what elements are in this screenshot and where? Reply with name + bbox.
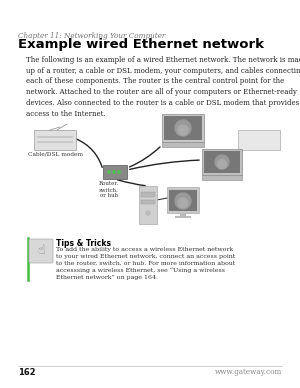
Bar xyxy=(34,130,76,150)
Text: Example wired Ethernet network: Example wired Ethernet network xyxy=(18,38,264,51)
Text: Tips & Tricks: Tips & Tricks xyxy=(56,239,111,248)
Bar xyxy=(141,192,155,197)
Bar xyxy=(164,116,202,140)
Bar xyxy=(180,213,186,217)
Circle shape xyxy=(178,125,188,135)
Circle shape xyxy=(113,171,115,173)
Bar xyxy=(141,200,155,204)
Bar xyxy=(167,187,199,213)
Circle shape xyxy=(118,171,120,173)
Bar xyxy=(103,165,127,179)
Bar xyxy=(139,186,157,224)
Circle shape xyxy=(175,120,191,136)
Text: ☝: ☝ xyxy=(37,244,45,258)
FancyBboxPatch shape xyxy=(29,239,53,263)
Text: www.gateway.com: www.gateway.com xyxy=(215,368,282,376)
Bar xyxy=(202,149,242,175)
Circle shape xyxy=(178,198,188,208)
Bar xyxy=(162,114,204,142)
Bar xyxy=(162,142,204,147)
Bar xyxy=(204,151,240,173)
Text: Chapter 11: Networking Your Computer: Chapter 11: Networking Your Computer xyxy=(18,32,165,40)
Circle shape xyxy=(215,155,229,169)
Bar xyxy=(175,216,191,218)
Bar xyxy=(37,141,73,143)
Circle shape xyxy=(175,193,191,209)
Bar xyxy=(37,136,73,138)
Bar xyxy=(169,190,197,211)
Circle shape xyxy=(108,171,110,173)
Text: The following is an example of a wired Ethernet network. The network is made
up : The following is an example of a wired E… xyxy=(26,56,300,118)
FancyBboxPatch shape xyxy=(238,130,280,150)
Text: Router,
switch,
or hub: Router, switch, or hub xyxy=(99,181,119,198)
Circle shape xyxy=(218,159,226,168)
Bar xyxy=(202,175,242,180)
Text: 162: 162 xyxy=(18,368,36,377)
Circle shape xyxy=(146,211,150,215)
Text: Cable/DSL modem: Cable/DSL modem xyxy=(28,152,82,157)
Text: To add the ability to access a wireless Ethernet network
to your wired Ethernet : To add the ability to access a wireless … xyxy=(56,247,235,280)
